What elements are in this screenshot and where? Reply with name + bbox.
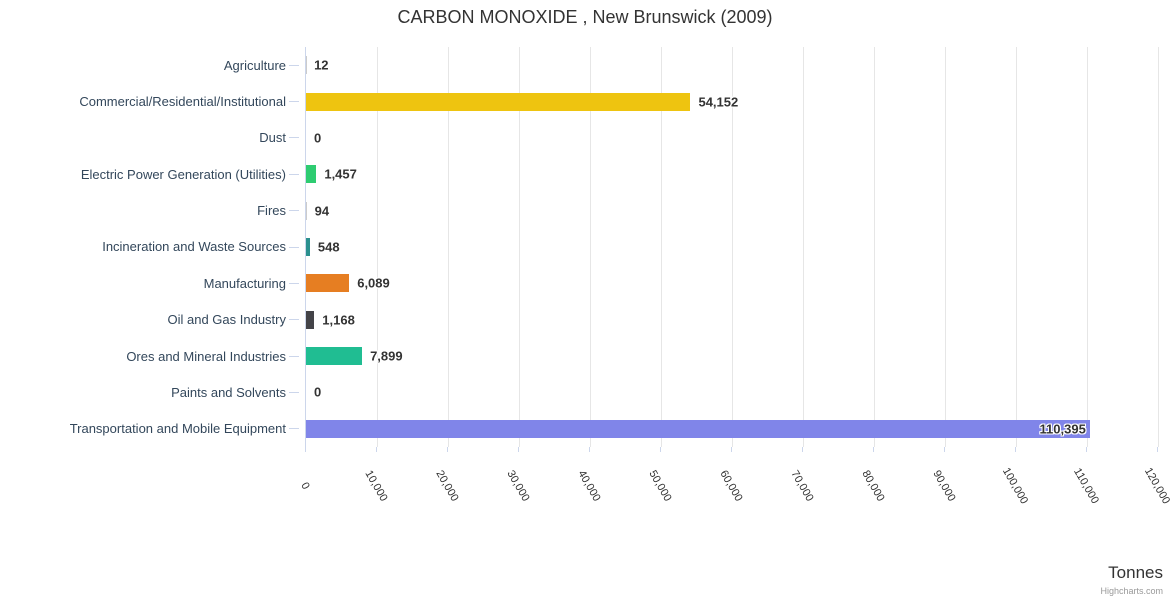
value-axis-tick: [659, 447, 661, 452]
bar[interactable]: [306, 310, 315, 329]
value-axis-tick: [943, 447, 945, 452]
bar-value-label: 54,152: [698, 94, 739, 110]
bar[interactable]: [306, 274, 350, 293]
x-axis-title: Tonnes: [1108, 563, 1163, 582]
gridline: [1086, 47, 1088, 447]
category-label: Commercial/Residential/Institutional: [79, 94, 286, 110]
category-axis-tick: [289, 246, 299, 248]
bar-value-label: 94: [314, 203, 330, 219]
x-tick-label: 10,000: [362, 468, 390, 504]
category-label: Dust: [259, 130, 286, 146]
x-tick-label: 70,000: [788, 468, 816, 504]
bar-value-label: 7,899: [370, 348, 403, 364]
value-axis-tick: [588, 447, 590, 452]
x-tick-label: 120,000: [1141, 465, 1170, 507]
value-axis-tick: [1014, 447, 1016, 452]
x-tick-label: 110,000: [1071, 466, 1101, 506]
x-tick-label: 60,000: [717, 468, 745, 504]
bar-value-label: 110,395: [1039, 421, 1086, 437]
category-axis-tick: [289, 64, 299, 66]
category-label: Transportation and Mobile Equipment: [69, 421, 286, 437]
gridline: [802, 47, 804, 447]
gridline: [873, 47, 875, 447]
x-tick-label: 0: [298, 480, 312, 492]
bar[interactable]: [306, 201, 307, 220]
bar[interactable]: [306, 92, 691, 111]
x-tick-label: 100,000: [999, 465, 1031, 507]
category-label: Oil and Gas Industry: [167, 312, 287, 328]
value-axis-tick: [1156, 447, 1158, 452]
x-tick-label: 50,000: [646, 468, 674, 504]
category-axis-tick: [289, 391, 299, 393]
chart-title: CARBON MONOXIDE , New Brunswick (2009): [397, 7, 773, 27]
gridline: [376, 47, 378, 447]
category-label: Paints and Solvents: [171, 384, 286, 400]
value-axis-tick: [375, 447, 377, 452]
bar[interactable]: [306, 165, 317, 184]
category-axis-tick: [289, 319, 299, 321]
value-axis-tick: [801, 447, 803, 452]
category-label: Manufacturing: [203, 275, 286, 291]
value-axis-tick: [872, 447, 874, 452]
category-axis-tick: [289, 101, 299, 103]
value-axis-tick: [446, 447, 448, 452]
highcharts-credit-link[interactable]: Highcharts.com: [1100, 586, 1163, 596]
x-tick-label: 30,000: [504, 468, 532, 504]
x-tick-label: 90,000: [930, 468, 958, 504]
category-axis-tick: [289, 210, 299, 212]
category-axis-tick: [289, 282, 299, 284]
bar-value-label: 548: [317, 239, 340, 255]
value-axis-tick: [304, 447, 306, 452]
x-tick-label: 20,000: [433, 468, 461, 504]
value-axis-tick: [730, 447, 732, 452]
category-axis-tick: [289, 137, 299, 139]
bar-value-label: 0: [314, 130, 322, 146]
category-label: Ores and Mineral Industries: [126, 348, 286, 364]
gridline: [589, 47, 591, 447]
bar-value-label: 1,168: [322, 312, 355, 328]
gridline: [1015, 47, 1017, 447]
category-axis-tick: [289, 428, 299, 430]
bar[interactable]: [306, 419, 1090, 438]
x-tick-label: 80,000: [859, 468, 887, 504]
bar-value-label: 12: [314, 57, 329, 73]
bar-value-label: 6,089: [357, 275, 390, 291]
gridline: [660, 47, 662, 447]
category-axis-tick: [289, 173, 299, 175]
bar[interactable]: [306, 347, 363, 366]
category-axis-tick: [289, 355, 299, 357]
category-label: Fires: [257, 203, 286, 219]
category-label: Electric Power Generation (Utilities): [80, 166, 286, 182]
category-label: Incineration and Waste Sources: [102, 239, 286, 255]
bar[interactable]: [306, 238, 310, 256]
bar-value-label: 0: [314, 384, 322, 400]
x-tick-label: 40,000: [575, 468, 603, 504]
gridline: [1157, 47, 1159, 447]
value-axis-tick: [517, 447, 519, 452]
gridline: [944, 47, 946, 447]
bar-value-label: 1,457: [324, 166, 357, 182]
gridline: [518, 47, 520, 447]
gridline: [731, 47, 733, 447]
plot-area: 12 54,152 0 1,457 94 548 6,089 1,168 7,899 0 110,3…: [305, 47, 1159, 447]
gridline: [447, 47, 449, 447]
value-axis-tick: [1085, 447, 1087, 452]
category-label: Agriculture: [223, 57, 286, 73]
